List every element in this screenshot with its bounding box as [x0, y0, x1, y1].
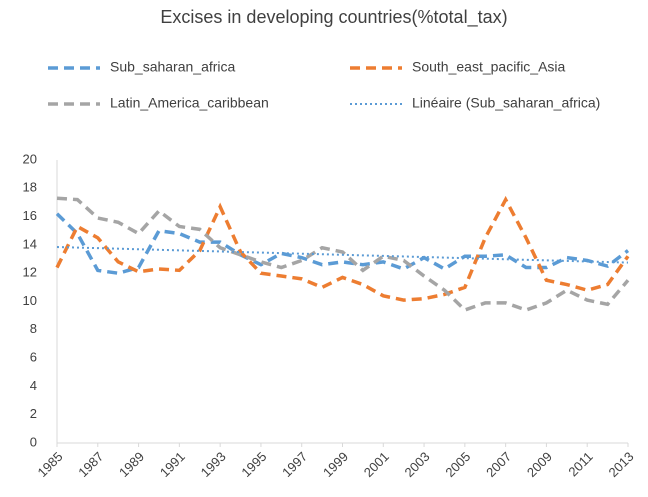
- legend-label: Latin_America_caribbean: [110, 95, 269, 111]
- y-tick-label: 8: [30, 321, 37, 336]
- legend-label: Linéaire (Sub_saharan_africa): [412, 95, 600, 111]
- y-tick-label: 16: [23, 208, 37, 223]
- x-tick-label: 1985: [34, 449, 65, 480]
- y-tick-label: 2: [30, 406, 37, 421]
- y-tick-label: 12: [23, 265, 37, 280]
- x-tick-label: 1999: [320, 449, 351, 480]
- legend-label: South_east_pacific_Asia: [412, 59, 566, 75]
- y-tick-label: 0: [30, 434, 37, 449]
- x-tick-label: 1991: [157, 449, 188, 480]
- series-line: [56, 246, 629, 264]
- series-line: [55, 212, 630, 275]
- x-tick-label: 2001: [361, 449, 392, 480]
- x-tick-label: 1995: [238, 449, 269, 480]
- y-tick-label: 20: [23, 151, 37, 166]
- y-tick-label: 10: [23, 293, 37, 308]
- x-tick-label: 1989: [116, 449, 147, 480]
- legend-label: Sub_saharan_africa: [110, 59, 236, 75]
- x-tick-label: 1987: [75, 449, 106, 480]
- x-tick-label: 1993: [198, 449, 229, 480]
- y-tick-label: 4: [30, 378, 37, 393]
- y-tick-label: 14: [23, 236, 37, 251]
- series-line: [56, 196, 630, 312]
- x-tick-label: 2005: [442, 449, 473, 480]
- x-tick-label: 2009: [524, 449, 555, 480]
- y-tick-label: 18: [23, 180, 37, 195]
- x-tick-label: 2007: [483, 449, 514, 480]
- x-tick-label: 2003: [402, 449, 433, 480]
- x-tick-label: 1997: [279, 449, 310, 480]
- chart-title: Excises in developing countries(%total_t…: [160, 7, 507, 28]
- series-line: [55, 195, 630, 302]
- y-tick-label: 6: [30, 350, 37, 365]
- x-tick-label: 2011: [565, 449, 595, 479]
- x-tick-label: 2013: [605, 449, 636, 480]
